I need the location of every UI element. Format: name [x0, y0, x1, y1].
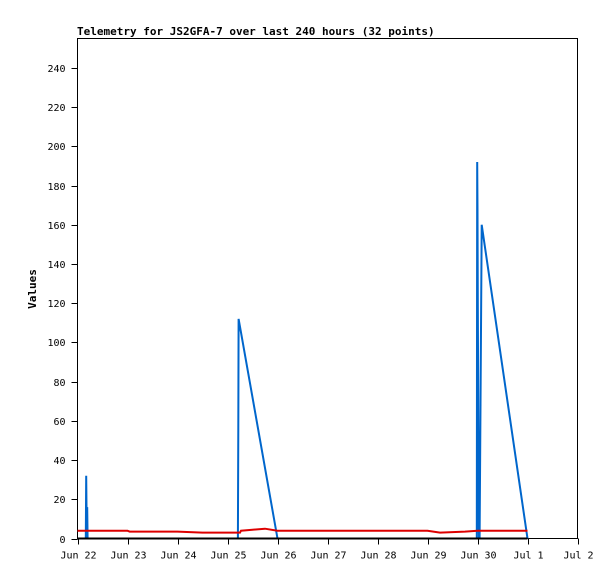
x-tick-label: Jun 29 [410, 551, 446, 562]
plot-frame [77, 38, 578, 539]
series-line-1 [84, 161, 529, 540]
y-tick-label: 220 [47, 103, 65, 114]
series-line-2 [77, 527, 528, 534]
x-tick-label: Jun 28 [360, 551, 396, 562]
x-tick-label: Jun 27 [310, 551, 346, 562]
x-tick-label: Jul 1 [513, 551, 543, 562]
y-tick-label: 140 [47, 260, 65, 271]
y-tick-label: 100 [47, 338, 65, 349]
x-axis: Jun 22 Jun 23 Jun 24 Jun 25 Jun 26 Jun 27 Jun … [60, 538, 594, 562]
y-axis: 0 20 40 60 80 100 120 140 160 180 200 220 240 [47, 64, 78, 546]
y-tick-label: 60 [53, 417, 65, 428]
y-tick-label: 80 [53, 378, 65, 389]
y-tick-label: 240 [47, 64, 65, 75]
chart-title: Telemetry for JS2GFA-7 over last 240 hou… [77, 25, 435, 38]
series-layer [77, 161, 529, 540]
x-tick-label: Jun 26 [260, 551, 296, 562]
x-tick-label: Jul 2 [563, 551, 593, 562]
y-tick-label: 160 [47, 221, 65, 232]
y-tick-label: 120 [47, 299, 65, 310]
y-tick-label: 20 [53, 495, 65, 506]
x-tick-label: Jun 23 [110, 551, 146, 562]
x-tick-label: Jun 30 [460, 551, 496, 562]
y-tick-label: 0 [59, 535, 65, 546]
x-tick-label: Jun 22 [60, 551, 96, 562]
x-tick-label: Jun 25 [210, 551, 246, 562]
y-tick-label: 200 [47, 142, 65, 153]
x-tick-label: Jun 24 [160, 551, 196, 562]
y-tick-label: 180 [47, 182, 65, 193]
y-axis-label: Values [26, 269, 39, 309]
y-tick-label: 40 [53, 456, 65, 467]
